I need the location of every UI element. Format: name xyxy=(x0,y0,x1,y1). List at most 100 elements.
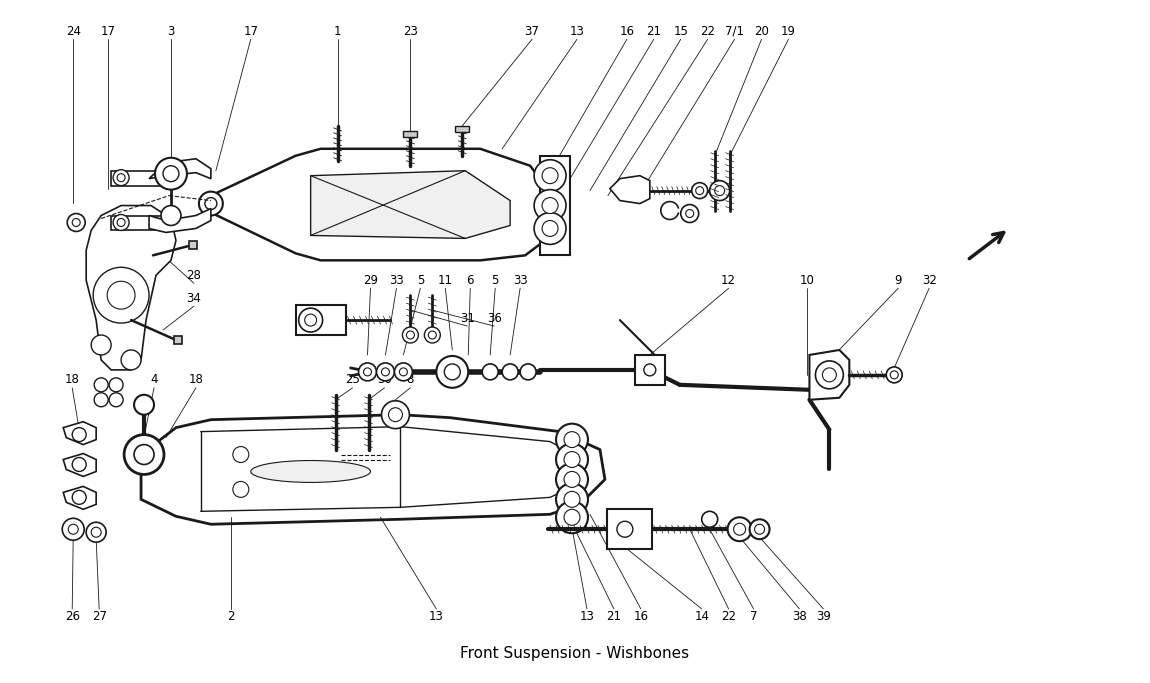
Text: 21: 21 xyxy=(606,611,621,624)
Circle shape xyxy=(815,361,843,389)
Circle shape xyxy=(121,350,141,370)
Text: 17: 17 xyxy=(244,25,259,38)
Text: 22: 22 xyxy=(700,25,715,38)
Circle shape xyxy=(557,484,588,515)
Circle shape xyxy=(86,522,106,542)
Circle shape xyxy=(557,501,588,533)
Text: 37: 37 xyxy=(524,25,539,38)
Circle shape xyxy=(135,395,154,415)
Text: 18: 18 xyxy=(189,374,204,387)
Circle shape xyxy=(406,331,414,339)
Bar xyxy=(189,241,197,249)
Text: 30: 30 xyxy=(377,374,392,387)
Circle shape xyxy=(113,169,129,186)
Text: 13: 13 xyxy=(569,25,584,38)
Bar xyxy=(112,171,166,186)
Circle shape xyxy=(91,527,101,538)
Circle shape xyxy=(205,197,217,210)
Text: 24: 24 xyxy=(66,25,80,38)
Text: 28: 28 xyxy=(186,269,201,282)
Circle shape xyxy=(94,393,108,407)
Circle shape xyxy=(542,197,558,214)
Text: 38: 38 xyxy=(792,611,807,624)
Circle shape xyxy=(232,447,248,462)
Text: 22: 22 xyxy=(721,611,736,624)
Text: 14: 14 xyxy=(695,611,710,624)
Polygon shape xyxy=(63,454,97,477)
Text: 33: 33 xyxy=(513,274,528,287)
Circle shape xyxy=(93,267,150,323)
Text: 36: 36 xyxy=(486,311,501,324)
Circle shape xyxy=(534,212,566,245)
Circle shape xyxy=(734,523,745,535)
Circle shape xyxy=(68,525,78,534)
Circle shape xyxy=(685,210,693,217)
Circle shape xyxy=(702,512,718,527)
Text: 19: 19 xyxy=(781,25,796,38)
Text: Front Suspension - Wishbones: Front Suspension - Wishbones xyxy=(460,646,690,661)
Circle shape xyxy=(394,363,413,381)
Circle shape xyxy=(305,314,316,326)
Circle shape xyxy=(389,408,402,421)
Polygon shape xyxy=(310,171,511,238)
Text: 9: 9 xyxy=(895,274,902,287)
Circle shape xyxy=(557,464,588,495)
Circle shape xyxy=(534,160,566,192)
Polygon shape xyxy=(63,486,97,510)
Circle shape xyxy=(520,364,536,380)
Circle shape xyxy=(644,364,656,376)
Text: 20: 20 xyxy=(754,25,769,38)
Text: 5: 5 xyxy=(416,274,424,287)
Text: 7: 7 xyxy=(750,611,758,624)
Text: 26: 26 xyxy=(64,611,79,624)
Circle shape xyxy=(696,186,704,195)
Circle shape xyxy=(376,363,394,381)
Circle shape xyxy=(542,168,558,184)
Circle shape xyxy=(428,331,436,339)
Circle shape xyxy=(482,364,498,380)
Ellipse shape xyxy=(251,460,370,482)
Circle shape xyxy=(67,214,85,232)
Polygon shape xyxy=(150,158,210,179)
Text: 17: 17 xyxy=(101,25,116,38)
Circle shape xyxy=(444,364,460,380)
Circle shape xyxy=(109,378,123,392)
Bar xyxy=(112,216,166,230)
Text: 13: 13 xyxy=(429,611,444,624)
Circle shape xyxy=(124,434,164,475)
Circle shape xyxy=(382,401,409,429)
Text: 4: 4 xyxy=(151,374,158,387)
Polygon shape xyxy=(810,350,850,400)
Text: 32: 32 xyxy=(921,274,936,287)
Text: 27: 27 xyxy=(92,611,107,624)
Circle shape xyxy=(94,378,108,392)
Text: 18: 18 xyxy=(64,374,79,387)
Circle shape xyxy=(109,393,123,407)
Circle shape xyxy=(359,363,376,381)
Text: 2: 2 xyxy=(227,611,235,624)
Circle shape xyxy=(691,182,707,199)
Bar xyxy=(174,336,182,344)
Bar xyxy=(635,355,665,385)
Circle shape xyxy=(728,517,752,541)
Circle shape xyxy=(163,166,179,182)
Polygon shape xyxy=(210,149,545,260)
Circle shape xyxy=(91,335,112,355)
Circle shape xyxy=(754,525,765,534)
Circle shape xyxy=(62,518,84,540)
Circle shape xyxy=(557,423,588,456)
Text: 33: 33 xyxy=(389,274,404,287)
Polygon shape xyxy=(455,126,469,132)
Circle shape xyxy=(117,219,125,227)
Circle shape xyxy=(557,443,588,475)
Circle shape xyxy=(155,158,187,190)
Polygon shape xyxy=(86,206,176,370)
Circle shape xyxy=(710,181,729,201)
Text: 34: 34 xyxy=(186,292,201,305)
Text: 8: 8 xyxy=(407,374,414,387)
Circle shape xyxy=(534,190,566,221)
Text: 6: 6 xyxy=(467,274,474,287)
Bar xyxy=(607,510,652,549)
Circle shape xyxy=(232,482,248,497)
Text: 21: 21 xyxy=(646,25,661,38)
